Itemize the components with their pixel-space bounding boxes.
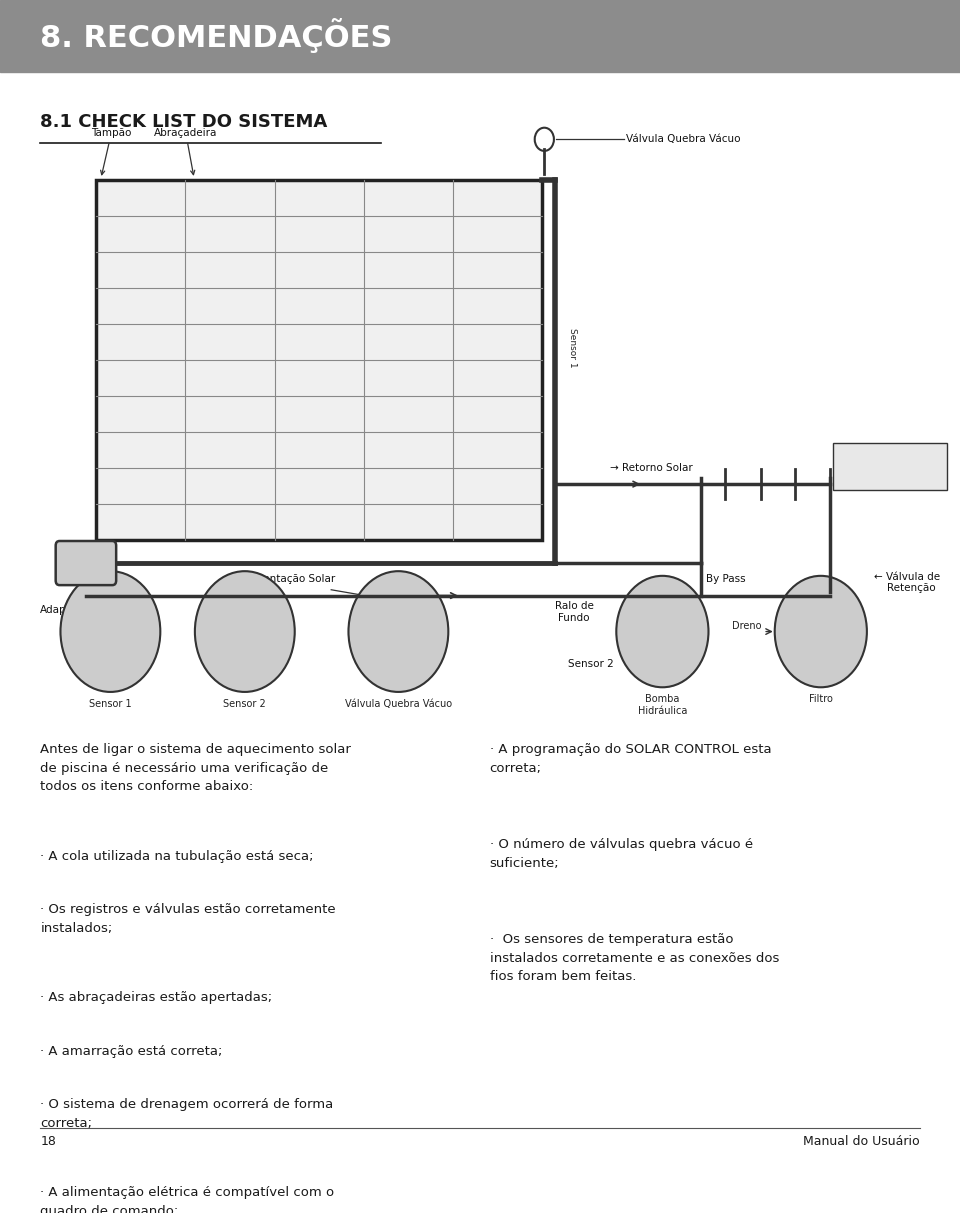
Text: → Retorno Solar: → Retorno Solar [610,462,692,473]
Text: Sensor 1: Sensor 1 [89,699,132,708]
Text: Bocais de
Retorno: Bocais de Retorno [864,456,916,478]
Bar [0,0,960,72]
Text: · A cola utilizada na tubulação está seca;: · A cola utilizada na tubulação está sec… [40,850,314,862]
Text: ← Válvula de
    Retenção: ← Válvula de Retenção [874,571,940,593]
Text: ·  Os sensores de temperatura estão
instalados corretamente e as conexões dos
fi: · Os sensores de temperatura estão insta… [490,934,779,984]
Text: Válvula Quebra Vácuo: Válvula Quebra Vácuo [626,135,740,144]
Text: 8.1 CHECK LIST DO SISTEMA: 8.1 CHECK LIST DO SISTEMA [40,113,327,131]
Text: · A programação do SOLAR CONTROL esta
correta;: · A programação do SOLAR CONTROL esta co… [490,744,771,775]
Text: Sensor 2: Sensor 2 [567,660,613,670]
Circle shape [775,576,867,688]
Text: Tampão: Tampão [91,127,132,175]
Text: Sensor 1: Sensor 1 [568,329,577,368]
Text: Ralo de
Fundo: Ralo de Fundo [555,602,593,623]
Circle shape [195,571,295,691]
Text: · As abraçadeiras estão apertadas;: · As abraçadeiras estão apertadas; [40,991,273,1004]
Text: 18: 18 [40,1135,57,1149]
Text: Dreno: Dreno [732,621,761,631]
Text: 8. RECOMENDAÇÕES: 8. RECOMENDAÇÕES [40,18,393,53]
Circle shape [348,571,448,691]
Text: Sensor 2: Sensor 2 [224,699,266,708]
Text: Abraçadeira: Abraçadeira [154,127,217,175]
Text: · A alimentação elétrica é compatível com o
quadro de comando;: · A alimentação elétrica é compatível co… [40,1186,334,1213]
Text: Bomba
Hidráulica: Bomba Hidráulica [637,694,687,716]
Circle shape [616,576,708,688]
Text: Alimentação Solar: Alimentação Solar [240,574,335,583]
Text: Filtro: Filtro [809,694,832,705]
Text: Antes de ligar o sistema de aquecimento solar
de piscina é necessário uma verifi: Antes de ligar o sistema de aquecimento … [40,744,351,793]
Text: Válvula Quebra Vácuo: Válvula Quebra Vácuo [345,699,452,708]
Text: · O sistema de drenagem ocorrerá de forma
correta;: · O sistema de drenagem ocorrerá de form… [40,1098,333,1129]
Text: · Os registros e válvulas estão corretamente
instalados;: · Os registros e válvulas estão corretam… [40,904,336,935]
Text: Manual do Usuário: Manual do Usuário [804,1135,920,1149]
Bar [833,444,947,490]
Text: · A amarração está correta;: · A amarração está correta; [40,1044,223,1058]
Text: Adaptador: Adaptador [40,605,95,615]
Bar [96,180,542,540]
FancyBboxPatch shape [56,541,116,585]
Text: · O número de válvulas quebra vácuo é
suficiente;: · O número de válvulas quebra vácuo é su… [490,838,753,870]
Circle shape [60,571,160,691]
Text: By Pass: By Pass [706,574,745,585]
